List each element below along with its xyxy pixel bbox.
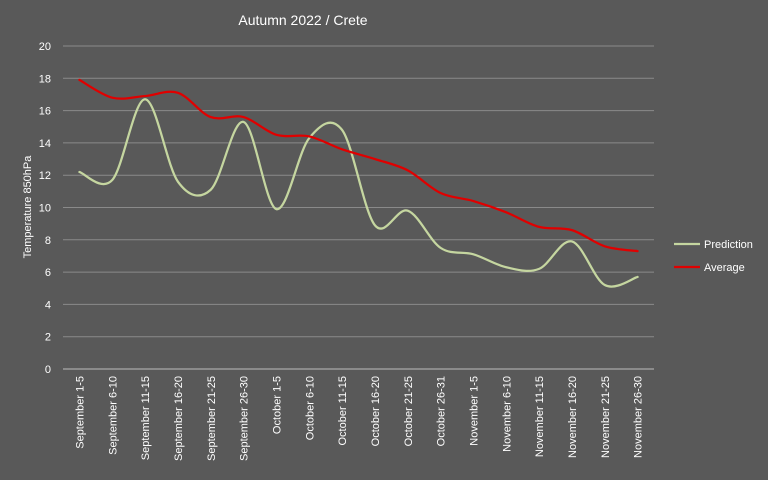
x-axis-ticks: September 1-5 September 6-10 September 11-… <box>74 376 644 461</box>
x-tick-label: September 26-30 <box>239 376 251 461</box>
x-tick-label: November 11-15 <box>534 376 546 457</box>
y-tick-label: 8 <box>45 235 51 247</box>
legend-label-prediction: Prediction <box>704 239 753 251</box>
series-lines <box>78 78 639 288</box>
x-tick-label: October 6-10 <box>304 376 316 440</box>
x-tick-label: September 11-15 <box>140 376 152 460</box>
series-line-average <box>78 78 639 253</box>
y-tick-label: 4 <box>45 299 51 311</box>
x-tick-label: September 6-10 <box>107 376 119 455</box>
x-tick-label: November 6-10 <box>501 376 513 452</box>
legend: Prediction Average <box>674 239 753 274</box>
x-tick-label: September 16-20 <box>173 376 185 461</box>
chart-title: Autumn 2022 / Crete <box>238 12 367 28</box>
x-tick-label: October 11-15 <box>337 376 349 446</box>
y-tick-label: 0 <box>45 364 51 376</box>
x-tick-label: November 21-25 <box>600 376 612 458</box>
y-tick-label: 12 <box>39 170 51 182</box>
x-tick-label: November 26-30 <box>633 376 645 458</box>
y-tick-label: 2 <box>45 332 51 344</box>
x-tick-label: October 1-5 <box>271 376 283 434</box>
x-tick-label: November 16-20 <box>567 376 579 458</box>
y-tick-label: 16 <box>39 106 51 118</box>
legend-label-average: Average <box>704 262 745 274</box>
y-tick-label: 18 <box>39 73 51 85</box>
x-tick-label: October 16-20 <box>370 376 382 446</box>
y-axis-ticks: 0 2 4 6 8 10 12 14 16 18 20 <box>39 41 51 376</box>
x-tick-label: October 21-25 <box>403 376 415 446</box>
y-tick-label: 6 <box>45 267 51 279</box>
x-tick-label: September 21-25 <box>206 376 218 461</box>
y-axis-label: Temperature 850hPa <box>22 155 34 259</box>
y-tick-label: 20 <box>39 41 51 53</box>
x-tick-label: October 26-31 <box>436 376 448 446</box>
x-tick-label: November 1-5 <box>468 376 480 446</box>
series-line-prediction <box>78 98 639 288</box>
y-tick-label: 10 <box>39 203 51 215</box>
y-tick-label: 14 <box>39 138 51 150</box>
x-tick-label: September 1-5 <box>74 376 86 449</box>
gridlines <box>63 45 654 338</box>
